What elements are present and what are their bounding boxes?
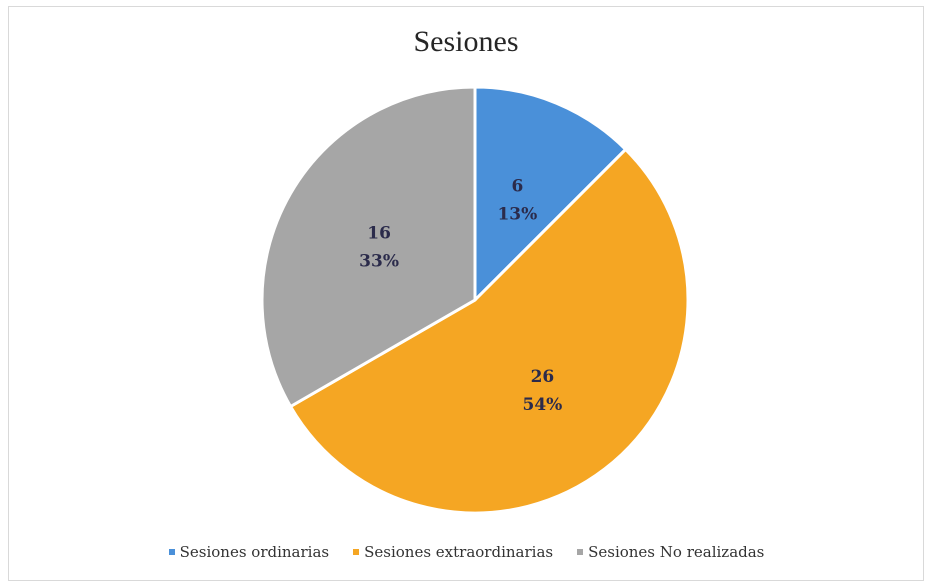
pie-slice-no-realizadas [260, 85, 477, 409]
data-label-value-extraordinarias: 26 [531, 367, 555, 387]
legend-swatch-extraordinarias [353, 549, 360, 555]
data-label-value-ordinarias: 6 [511, 177, 523, 197]
legend-item-ordinarias: Sesiones ordinarias [168, 543, 330, 561]
data-label-percent-no-realizadas: 33% [359, 252, 399, 272]
legend-item-no-realizadas: Sesiones No realizadas [577, 543, 764, 561]
legend-swatch-no-realizadas [577, 549, 584, 555]
data-label-percent-extraordinarias: 54% [523, 395, 563, 415]
data-label-percent-ordinarias: 13% [497, 205, 537, 225]
legend: Sesiones ordinarias Sesiones extraordina… [0, 543, 933, 561]
legend-label-ordinarias: Sesiones ordinarias [179, 543, 330, 561]
legend-label-extraordinarias: Sesiones extraordinarias [364, 543, 554, 561]
pie-slice-ordinarias [473, 85, 628, 304]
data-label-value-no-realizadas: 16 [367, 224, 391, 244]
pie-slice-extraordinarias [288, 147, 690, 515]
legend-item-extraordinarias: Sesiones extraordinarias [353, 543, 553, 561]
chart-title: Sesiones [413, 25, 519, 58]
legend-swatch-ordinarias [168, 549, 175, 555]
legend-label-no-realizadas: Sesiones No realizadas [588, 543, 765, 561]
